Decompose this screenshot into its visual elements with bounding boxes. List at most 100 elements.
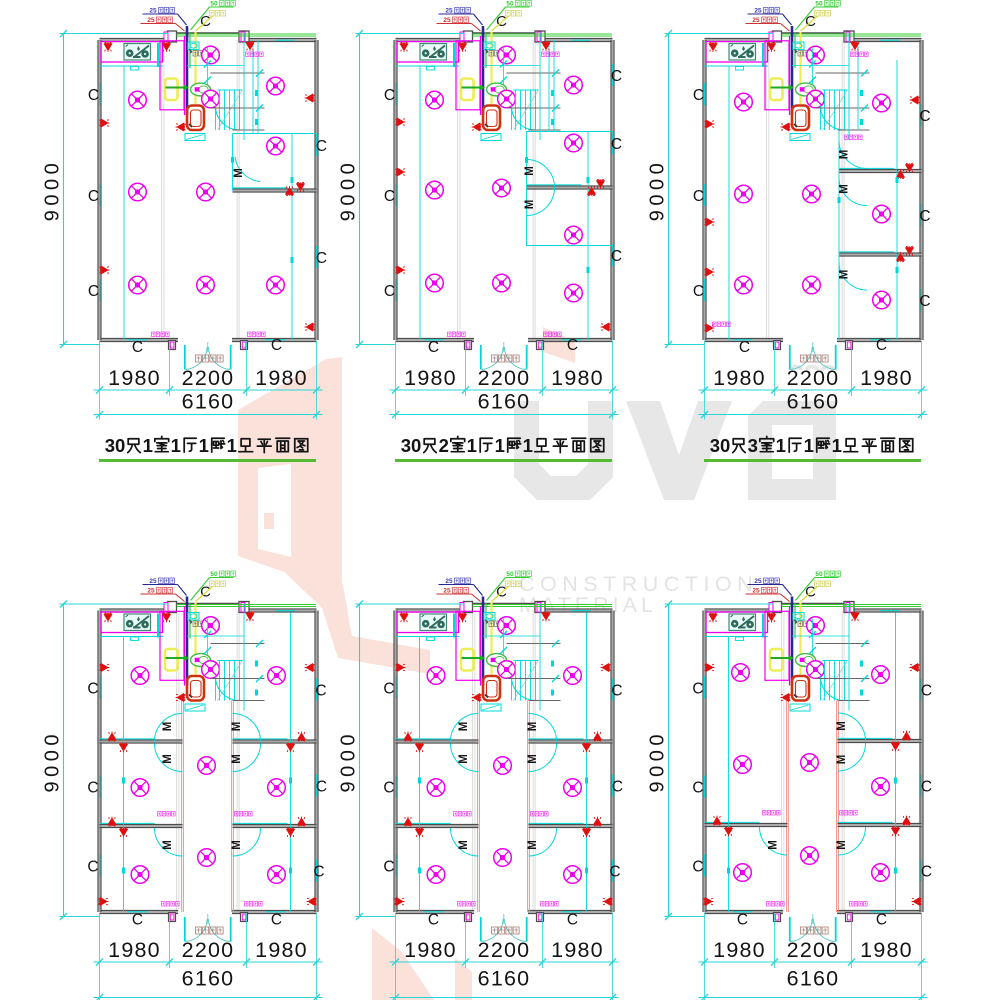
svg-text:C: C [692, 780, 703, 797]
svg-text:M: M [458, 840, 470, 850]
svg-text:C: C [876, 337, 887, 354]
svg-text:M: M [527, 840, 539, 850]
svg-text:6160: 6160 [787, 967, 840, 991]
svg-text:C: C [692, 859, 703, 876]
svg-text:3: 3 [748, 435, 758, 456]
svg-text:M: M [233, 168, 245, 178]
svg-text:C: C [921, 864, 932, 881]
svg-text:1: 1 [776, 435, 786, 456]
svg-text:30: 30 [401, 435, 422, 456]
svg-text:30: 30 [710, 435, 731, 456]
svg-text:50: 50 [210, 571, 218, 578]
svg-text:C: C [611, 136, 622, 153]
svg-text:2200: 2200 [787, 366, 840, 390]
svg-text:C: C [132, 912, 143, 929]
svg-text:1980: 1980 [255, 366, 308, 390]
svg-text:C: C [316, 138, 327, 155]
svg-text:C: C [428, 339, 439, 356]
svg-text:1980: 1980 [551, 938, 604, 962]
svg-text:C: C [316, 779, 327, 796]
svg-text:1: 1 [523, 435, 533, 456]
svg-text:2200: 2200 [787, 938, 840, 962]
svg-text:25: 25 [443, 588, 451, 595]
svg-text:1980: 1980 [108, 366, 161, 390]
svg-text:25: 25 [147, 17, 155, 24]
svg-text:25: 25 [443, 17, 451, 24]
svg-text:2200: 2200 [478, 938, 531, 962]
svg-text:M: M [162, 840, 174, 850]
svg-text:1980: 1980 [713, 366, 766, 390]
svg-text:1980: 1980 [255, 938, 308, 962]
svg-text:1980: 1980 [108, 938, 161, 962]
svg-text:CONSTRUCTION: CONSTRUCTION [519, 572, 758, 596]
svg-text:6160: 6160 [478, 967, 531, 991]
svg-text:50: 50 [815, 1, 823, 8]
svg-text:C: C [384, 188, 395, 205]
svg-text:M: M [231, 722, 243, 732]
svg-text:C: C [612, 779, 623, 796]
svg-text:M: M [839, 184, 851, 194]
svg-text:C: C [611, 248, 622, 265]
svg-text:C: C [383, 780, 394, 797]
svg-text:1: 1 [832, 435, 842, 456]
svg-text:M: M [458, 754, 470, 764]
svg-text:25: 25 [754, 8, 762, 15]
svg-text:25: 25 [752, 588, 760, 595]
svg-text:C: C [693, 188, 704, 205]
svg-text:C: C [428, 912, 439, 929]
svg-text:M: M [162, 722, 174, 732]
svg-text:9000: 9000 [338, 159, 360, 222]
svg-text:50: 50 [815, 571, 823, 578]
svg-text:2: 2 [439, 435, 449, 456]
svg-text:9000: 9000 [647, 159, 669, 222]
svg-text:C: C [876, 912, 887, 929]
svg-text:25: 25 [752, 17, 760, 24]
svg-text:25: 25 [754, 578, 762, 585]
svg-text:C: C [383, 681, 394, 698]
svg-text:C: C [271, 912, 282, 929]
svg-text:C: C [88, 283, 99, 300]
svg-text:C: C [384, 87, 395, 104]
svg-text:25: 25 [147, 588, 155, 595]
svg-text:9000: 9000 [647, 730, 669, 793]
svg-text:C: C [611, 68, 622, 85]
svg-text:C: C [919, 208, 930, 225]
svg-text:M: M [162, 754, 174, 764]
svg-text:C: C [87, 681, 98, 698]
svg-text:1980: 1980 [404, 938, 457, 962]
svg-text:M: M [527, 754, 539, 764]
svg-text:C: C [132, 339, 143, 356]
svg-text:2200: 2200 [182, 366, 235, 390]
svg-text:M: M [839, 150, 851, 160]
svg-text:C: C [271, 337, 282, 354]
svg-text:1: 1 [199, 435, 209, 456]
svg-text:C: C [737, 912, 748, 929]
svg-text:M: M [231, 840, 243, 850]
svg-text:6160: 6160 [478, 390, 531, 414]
svg-text:25: 25 [149, 8, 157, 15]
svg-text:C: C [567, 912, 578, 929]
svg-text:C: C [313, 864, 324, 881]
svg-text:C: C [921, 779, 932, 796]
svg-text:1: 1 [467, 435, 477, 456]
svg-text:C: C [693, 87, 704, 104]
svg-text:6160: 6160 [182, 967, 235, 991]
svg-text:M: M [524, 200, 536, 210]
svg-text:1980: 1980 [551, 366, 604, 390]
svg-text:2200: 2200 [478, 366, 531, 390]
svg-text:C: C [919, 293, 930, 310]
svg-text:50: 50 [506, 1, 514, 8]
svg-text:1980: 1980 [860, 366, 913, 390]
svg-text:C: C [87, 780, 98, 797]
svg-text:C: C [693, 283, 704, 300]
svg-text:C: C [921, 683, 932, 700]
svg-text:30: 30 [105, 435, 126, 456]
svg-text:C: C [315, 683, 326, 700]
svg-text:1: 1 [227, 435, 237, 456]
svg-text:M: M [231, 754, 243, 764]
svg-text:9000: 9000 [42, 730, 64, 793]
svg-text:C: C [609, 864, 620, 881]
svg-text:C: C [87, 859, 98, 876]
svg-text:C: C [567, 337, 578, 354]
svg-text:M: M [836, 721, 848, 731]
